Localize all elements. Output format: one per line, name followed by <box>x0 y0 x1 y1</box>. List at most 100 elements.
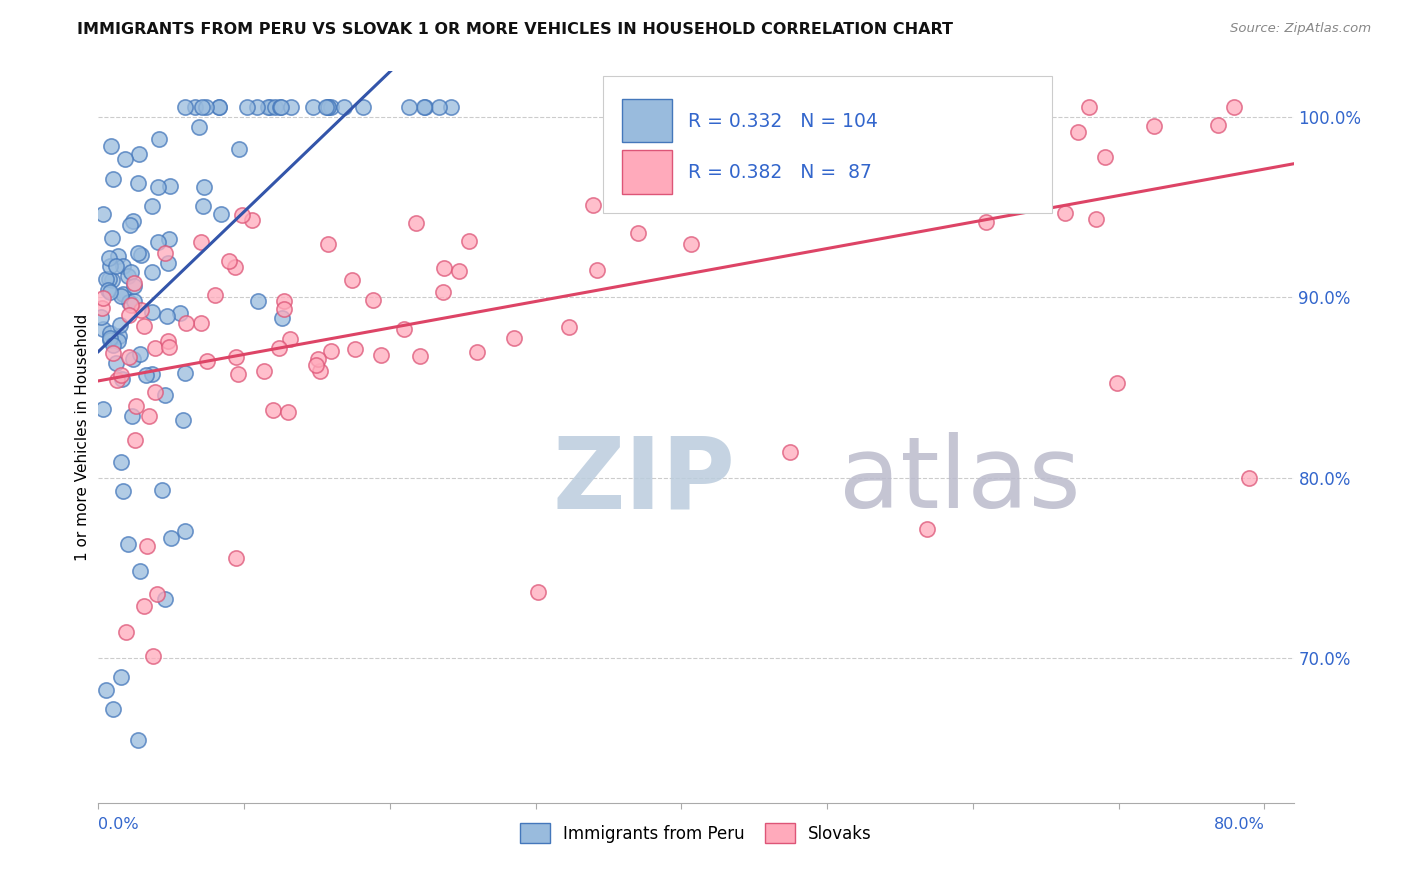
Point <box>449 264 471 278</box>
Point <box>129 247 152 261</box>
Point <box>91 207 114 221</box>
Point <box>125 399 148 413</box>
Text: 80.0%: 80.0% <box>1213 817 1264 832</box>
Point <box>97 271 120 285</box>
Point <box>101 337 124 351</box>
Point <box>273 301 295 316</box>
Point <box>226 368 249 382</box>
Point <box>91 401 114 416</box>
Point <box>1078 100 1101 114</box>
Point <box>117 294 139 309</box>
Point <box>114 153 136 167</box>
Point <box>228 142 250 156</box>
Point <box>114 625 136 640</box>
Point <box>98 259 121 273</box>
Point <box>193 179 215 194</box>
Point <box>107 334 129 349</box>
Text: atlas: atlas <box>839 433 1081 530</box>
Point <box>153 388 176 402</box>
Point <box>1105 376 1128 391</box>
Text: ZIP: ZIP <box>553 433 735 530</box>
Point <box>1067 125 1090 139</box>
Point <box>190 235 212 250</box>
FancyBboxPatch shape <box>603 77 1052 212</box>
Point <box>98 331 121 345</box>
Point <box>353 100 375 114</box>
Point <box>685 151 707 165</box>
Point <box>143 385 166 400</box>
Point <box>370 348 392 362</box>
Point <box>98 333 121 347</box>
Point <box>120 218 142 232</box>
Text: Source: ZipAtlas.com: Source: ZipAtlas.com <box>1230 22 1371 36</box>
Legend: Immigrants from Peru, Slovaks: Immigrants from Peru, Slovaks <box>513 817 879 849</box>
Point <box>190 316 212 330</box>
Point <box>1206 118 1229 132</box>
Point <box>302 100 325 114</box>
Point <box>112 259 135 273</box>
Point <box>305 358 328 372</box>
Point <box>409 349 432 363</box>
Point <box>141 199 163 213</box>
Point <box>98 326 121 341</box>
Point <box>108 318 131 332</box>
Point <box>128 147 150 161</box>
Point <box>103 172 125 186</box>
Point <box>246 293 269 308</box>
Point <box>278 332 301 346</box>
Point <box>929 116 952 130</box>
Point <box>269 100 291 114</box>
Point <box>321 344 343 359</box>
Point <box>169 306 191 320</box>
Point <box>225 550 247 565</box>
Point <box>111 371 134 385</box>
Point <box>308 364 330 378</box>
FancyBboxPatch shape <box>621 99 672 143</box>
Point <box>208 100 231 114</box>
Point <box>146 235 169 249</box>
Text: 0.0%: 0.0% <box>98 817 139 832</box>
Point <box>681 237 703 252</box>
Point <box>103 346 125 360</box>
Point <box>142 648 165 663</box>
Point <box>100 139 122 153</box>
Point <box>121 214 143 228</box>
Point <box>105 373 128 387</box>
Point <box>316 100 339 114</box>
Point <box>191 199 214 213</box>
Point <box>253 364 276 378</box>
Point <box>582 198 605 212</box>
Point <box>361 293 384 307</box>
Point <box>236 100 259 114</box>
Point <box>90 301 112 316</box>
Point <box>127 732 149 747</box>
Point <box>398 100 420 114</box>
Point <box>432 285 454 299</box>
Text: IMMIGRANTS FROM PERU VS SLOVAK 1 OR MORE VEHICLES IN HOUSEHOLD CORRELATION CHART: IMMIGRANTS FROM PERU VS SLOVAK 1 OR MORE… <box>77 22 953 37</box>
Point <box>157 256 180 270</box>
Point <box>91 292 114 306</box>
Point <box>204 287 226 301</box>
Point <box>129 303 152 318</box>
Point <box>315 100 337 114</box>
Point <box>256 100 278 114</box>
Y-axis label: 1 or more Vehicles in Household: 1 or more Vehicles in Household <box>75 313 90 561</box>
Point <box>153 592 176 607</box>
Point <box>938 100 960 114</box>
Point <box>143 341 166 355</box>
Point <box>225 350 247 364</box>
Point <box>174 316 197 330</box>
Point <box>129 564 152 578</box>
Text: R = 0.332   N = 104: R = 0.332 N = 104 <box>688 112 877 130</box>
Point <box>440 100 463 114</box>
Point <box>122 279 145 293</box>
Point <box>174 524 197 539</box>
Point <box>1143 119 1166 133</box>
Point <box>270 100 292 114</box>
Point <box>458 234 481 248</box>
Point <box>110 670 132 684</box>
Point <box>627 227 650 241</box>
Point <box>427 100 450 114</box>
Point <box>107 249 129 263</box>
Point <box>340 273 363 287</box>
